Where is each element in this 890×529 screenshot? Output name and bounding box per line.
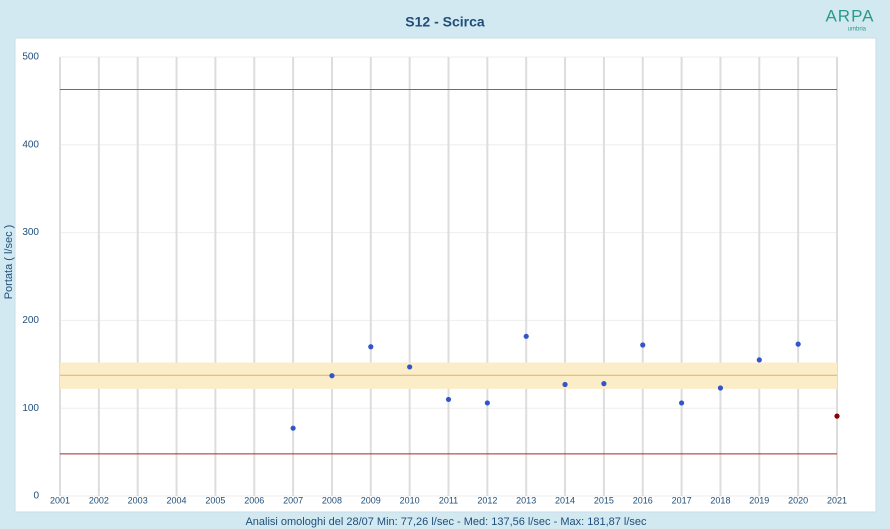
x-tick-label: 2017 <box>672 495 692 505</box>
x-tick-label: 2019 <box>749 495 769 505</box>
point <box>407 364 413 370</box>
point <box>834 413 840 419</box>
point <box>601 381 607 387</box>
y-tick-label: 0 <box>33 491 39 502</box>
x-tick-label: 2002 <box>89 495 109 505</box>
plot-panel <box>14 37 877 513</box>
logo-sub: umbria <box>848 27 867 33</box>
x-tick-label: 2021 <box>827 495 847 505</box>
point <box>290 425 296 431</box>
x-tick-label: 2006 <box>244 495 264 505</box>
point <box>368 344 374 350</box>
chart-title: S12 - Scirca <box>405 14 485 30</box>
y-tick-label: 200 <box>22 315 39 326</box>
x-tick-label: 2013 <box>516 495 536 505</box>
x-tick-label: 2016 <box>633 495 653 505</box>
x-tick-label: 2005 <box>205 495 225 505</box>
x-tick-label: 2020 <box>788 495 808 505</box>
footer: Analisi omologhi del 28/07 Min: 77,26 l/… <box>245 516 647 528</box>
x-tick-label: 2008 <box>322 495 342 505</box>
point <box>329 373 335 379</box>
x-tick-label: 2012 <box>477 495 497 505</box>
x-tick-label: 2015 <box>594 495 614 505</box>
x-tick-label: 2009 <box>361 495 381 505</box>
point <box>717 385 724 391</box>
x-tick-label: 2007 <box>283 495 303 505</box>
x-tick-label: 2004 <box>167 495 187 505</box>
logo: ARPA <box>825 6 874 25</box>
point <box>756 357 762 363</box>
x-tick-label: 2011 <box>439 495 458 505</box>
x-tick-label: 2010 <box>400 495 420 505</box>
y-tick-label: 300 <box>22 227 39 238</box>
point <box>795 341 801 347</box>
y-axis-label: Portata ( l/sec ) <box>3 225 15 300</box>
y-tick-label: 500 <box>22 52 39 63</box>
y-tick-label: 400 <box>22 139 39 150</box>
point <box>523 333 529 339</box>
point <box>445 396 452 403</box>
x-tick-label: 2018 <box>710 495 730 505</box>
point <box>679 400 685 406</box>
point <box>640 342 646 348</box>
x-tick-label: 2014 <box>555 495 575 505</box>
x-tick-label: 2001 <box>50 495 70 505</box>
y-tick-label: 100 <box>22 403 39 414</box>
x-tick-label: 2003 <box>128 495 148 505</box>
point <box>562 381 568 388</box>
point <box>484 400 490 406</box>
